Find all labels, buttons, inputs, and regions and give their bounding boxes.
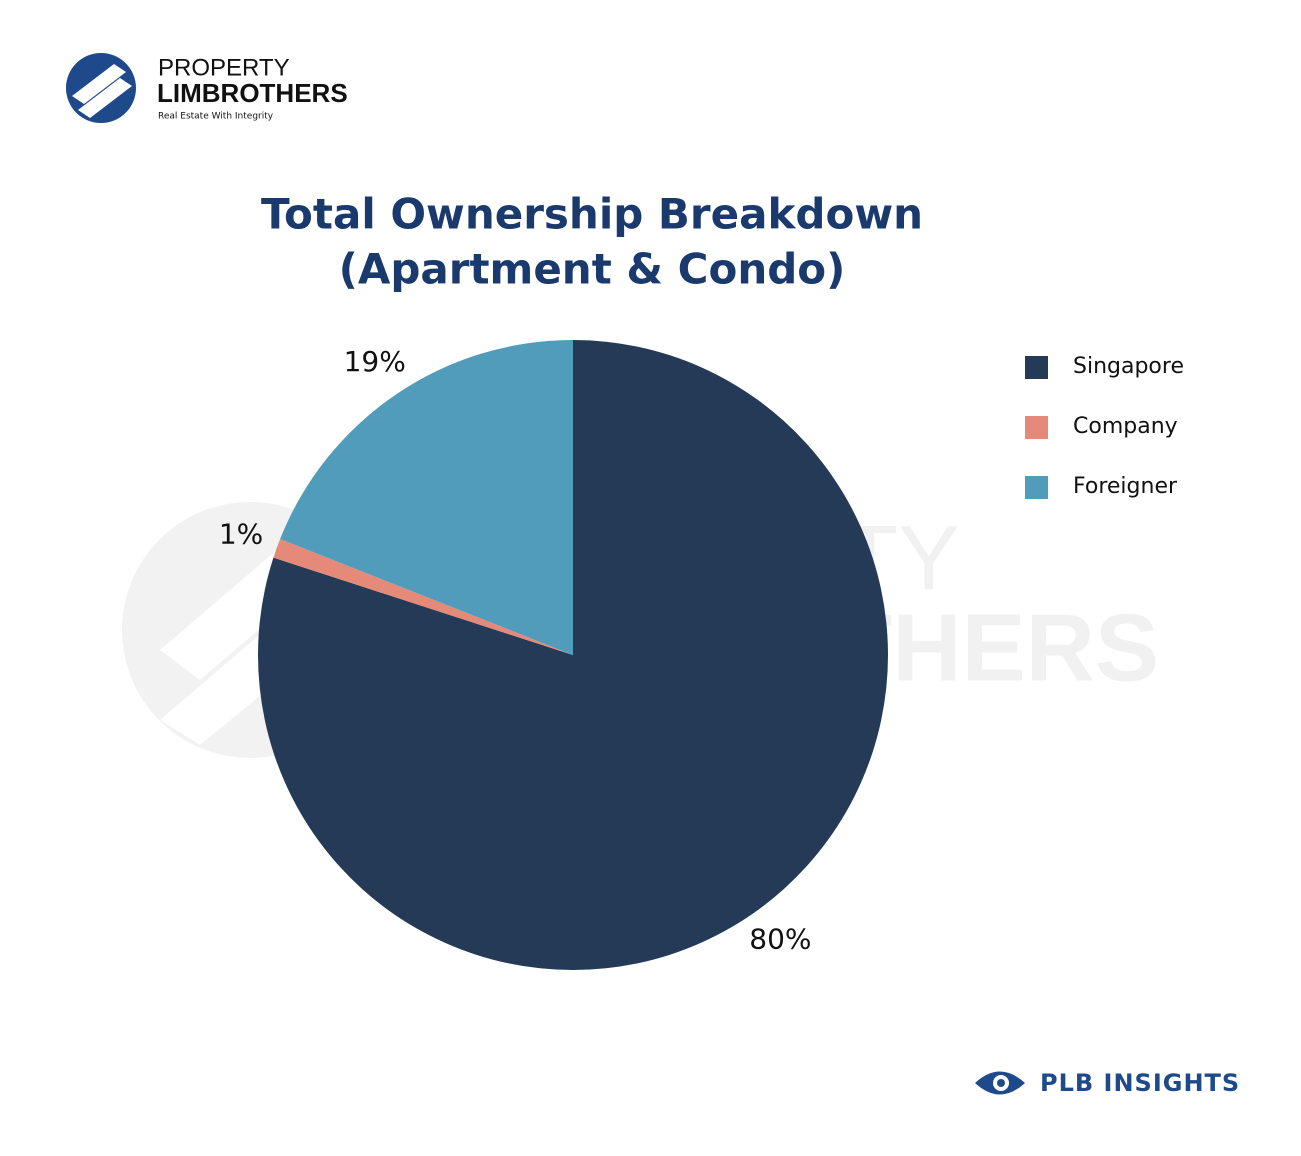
logo-text: LIMBROTHERS bbox=[157, 78, 348, 108]
footer-icon bbox=[997, 1079, 1005, 1087]
logo: PROPERTY LIMBROTHERS Real Estate With In… bbox=[66, 53, 348, 123]
pie: 80% 1% 19% bbox=[219, 340, 888, 970]
logo-text: PROPERTY bbox=[158, 54, 290, 81]
chart-subtitle: (Apartment & Condo) bbox=[339, 245, 846, 294]
legend-swatch bbox=[1025, 356, 1048, 379]
legend: Singapore Company Foreigner bbox=[1025, 354, 1184, 499]
legend-label: Company bbox=[1073, 414, 1178, 439]
data-label: 80% bbox=[749, 922, 811, 955]
footer: PLB INSIGHTS bbox=[975, 1069, 1240, 1097]
footer-text: PLB INSIGHTS bbox=[1040, 1069, 1240, 1097]
legend-label: Foreigner bbox=[1073, 474, 1178, 499]
data-label: 1% bbox=[219, 517, 263, 550]
legend-swatch bbox=[1025, 416, 1048, 439]
pie-slice bbox=[273, 539, 573, 655]
legend-label: Singapore bbox=[1073, 354, 1184, 379]
data-label: 19% bbox=[344, 345, 406, 378]
legend-swatch bbox=[1025, 476, 1048, 499]
logo-chevrons bbox=[72, 64, 132, 118]
logo-tagline: Real Estate With Integrity bbox=[158, 112, 274, 122]
pie-slice bbox=[280, 340, 573, 655]
chart-title: Total Ownership Breakdown bbox=[261, 190, 923, 239]
